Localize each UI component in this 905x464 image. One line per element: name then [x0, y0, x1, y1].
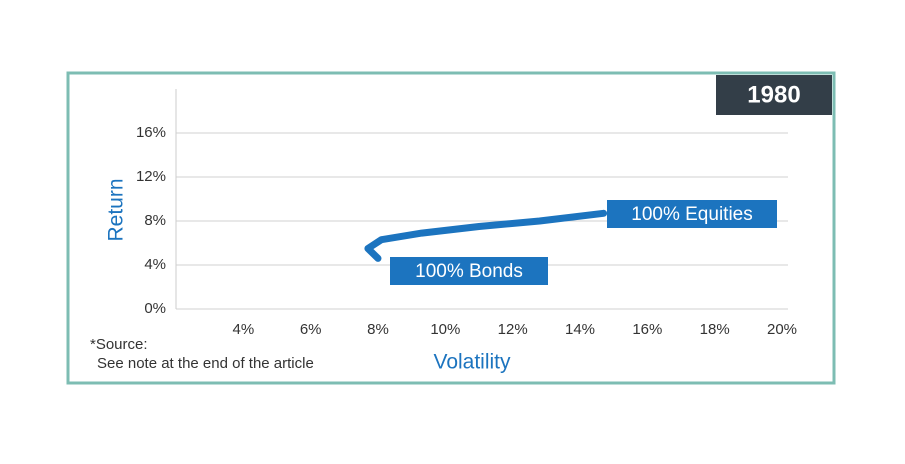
frontier-line [364, 209, 608, 262]
y-tick-label: 0% [144, 300, 166, 317]
y-axis-title: Return [105, 178, 128, 241]
y-tick-label: 4% [144, 256, 166, 273]
note-line: *Source: [90, 336, 148, 353]
x-tick-label: 12% [498, 321, 528, 338]
x-tick-label: 14% [565, 321, 595, 338]
note-line: See note at the end of the article [97, 355, 314, 372]
annotation: 100% Equities [631, 204, 752, 225]
x-axis-title: Volatility [433, 351, 511, 374]
x-tick-label: 16% [632, 321, 662, 338]
y-tick-label: 16% [136, 124, 166, 141]
y-tick-label: 12% [136, 168, 166, 185]
x-tick-label: 6% [300, 321, 322, 338]
x-tick-label: 4% [232, 321, 254, 338]
x-tick-label: 10% [430, 321, 460, 338]
year-badge [716, 75, 832, 115]
y-tick-label: 8% [144, 212, 166, 229]
annotation-box [607, 200, 777, 228]
annotation: 100% Bonds [415, 261, 523, 282]
x-tick-label: 20% [767, 321, 797, 338]
annotation-box [390, 257, 548, 285]
x-tick-label: 18% [700, 321, 730, 338]
x-tick-label: 8% [367, 321, 389, 338]
year-badge-text: 1980 [747, 81, 800, 108]
